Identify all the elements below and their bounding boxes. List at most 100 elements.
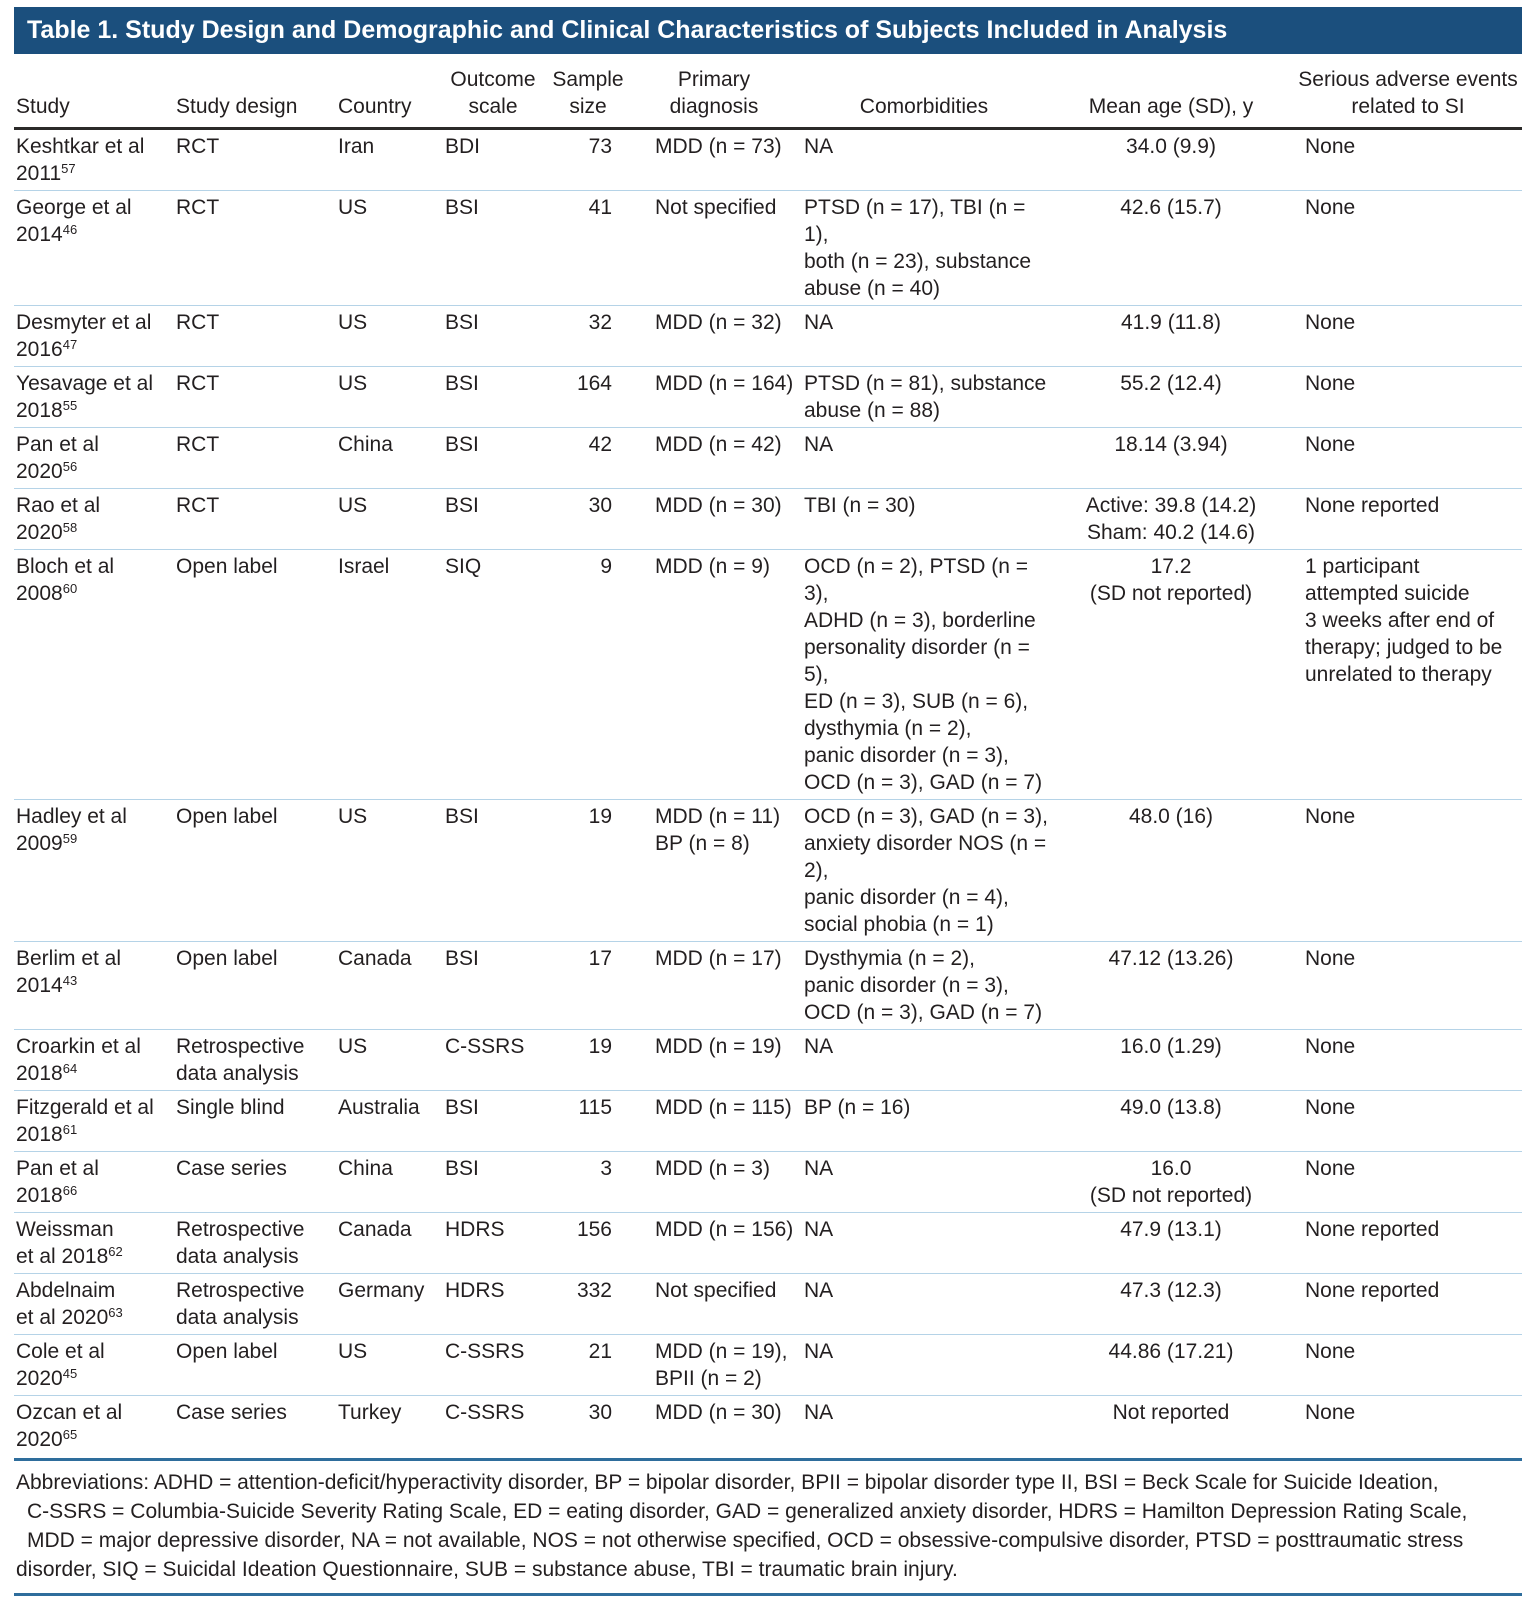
cell-text: BSI (445, 1157, 479, 1180)
cell-text: 21 (588, 1340, 612, 1363)
cell-text: Not reported (1112, 1401, 1230, 1424)
cell-adverse: None reported (1294, 1212, 1522, 1274)
cell-n: 73 (548, 128, 628, 191)
cell-age: 17.2 (SD not reported) (1048, 549, 1294, 800)
cell-text: None (1305, 1340, 1356, 1363)
cell-design: Open label (174, 941, 336, 1030)
cell-text: 32 (588, 311, 612, 334)
cell-text: Desmyter et al 2016 (16, 311, 152, 361)
reference-superscript: 64 (62, 1060, 78, 1076)
cell-text: SIQ (445, 555, 482, 578)
cell-n: 19 (548, 1029, 628, 1091)
cell-study: Hadley et al 200959 (14, 799, 174, 942)
cell-text: MDD (n = 164) (655, 372, 794, 395)
cell-text: MDD (n = 156) (655, 1218, 794, 1241)
cell-text: OCD (n = 2), PTSD (n = 3), ADHD (n = 3),… (804, 555, 1043, 794)
cell-country: Australia (336, 1090, 438, 1152)
cell-text: 9 (600, 555, 612, 578)
cell-text: Croarkin et al 2018 (16, 1035, 141, 1085)
cell-text: Israel (338, 555, 390, 578)
cell-text: MDD (n = 30) (655, 494, 782, 517)
cell-comorb: NA (800, 1212, 1048, 1274)
cell-n: 30 (548, 1396, 628, 1457)
cell-design: RCT (174, 366, 336, 428)
table-header: Study Study design Country Outcome scale… (14, 54, 1522, 130)
cell-n: 32 (548, 305, 628, 367)
cell-comorb: OCD (n = 3), GAD (n = 3), anxiety disord… (800, 799, 1048, 942)
table-row: George et al 201446 RCT US BSI 41 Not specifi… (14, 190, 1522, 306)
cell-design: RCT (174, 488, 336, 550)
cell-age: 41.9 (11.8) (1048, 305, 1294, 367)
cell-text: NA (804, 1157, 834, 1180)
cell-comorb: NA (800, 1334, 1048, 1396)
cell-study: George et al 201446 (14, 190, 174, 306)
cell-text: TBI (n = 30) (804, 494, 916, 517)
cell-comorb: TBI (n = 30) (800, 488, 1048, 550)
cell-scale: SIQ (438, 549, 548, 800)
cell-study: Croarkin et al 201864 (14, 1029, 174, 1091)
cell-text: 17 (588, 947, 612, 970)
reference-superscript: 66 (62, 1182, 78, 1198)
cell-text: C-SSRS (445, 1340, 525, 1363)
cell-n: 21 (548, 1334, 628, 1396)
cell-age: 47.3 (12.3) (1048, 1273, 1294, 1335)
reference-superscript: 57 (61, 160, 76, 176)
cell-scale: C-SSRS (438, 1396, 548, 1457)
column-header-country: Country (336, 54, 438, 130)
cell-text: BP (n = 16) (804, 1096, 911, 1119)
cell-text: 34.0 (9.9) (1126, 135, 1216, 158)
cell-text: BSI (445, 805, 479, 828)
cell-country: Turkey (336, 1396, 438, 1457)
cell-study: Desmyter et al 201647 (14, 305, 174, 367)
cell-comorb: NA (800, 427, 1048, 489)
table-row: Berlim et al 201443 Open label Canada BSI 17… (14, 941, 1522, 1030)
cell-age: 49.0 (13.8) (1048, 1090, 1294, 1152)
cell-text: BDI (445, 135, 481, 158)
column-header-outcome-scale: Outcome scale (438, 54, 548, 130)
cell-scale: BDI (438, 128, 548, 191)
cell-comorb: OCD (n = 2), PTSD (n = 3), ADHD (n = 3),… (800, 549, 1048, 800)
cell-text: 164 (576, 372, 612, 395)
cell-text: 30 (588, 1401, 612, 1424)
cell-text: US (338, 196, 368, 219)
cell-adverse: None (1294, 1334, 1522, 1396)
cell-text: Open label (176, 947, 278, 970)
cell-age: 48.0 (16) (1048, 799, 1294, 942)
cell-country: Canada (336, 1212, 438, 1274)
cell-text: MDD (n = 73) (655, 135, 782, 158)
cell-text: Weissman et al 2018 (16, 1218, 114, 1268)
cell-study: Berlim et al 201443 (14, 941, 174, 1030)
cell-text: 1 participant attempted suicide 3 weeks … (1305, 555, 1503, 686)
cell-design: Open label (174, 1334, 336, 1396)
cell-design: RCT (174, 305, 336, 367)
column-header-adverse-events: Serious adverse events related to SI (1294, 54, 1522, 130)
cell-text: OCD (n = 3), GAD (n = 3), anxiety disord… (804, 805, 1048, 936)
cell-text: MDD (n = 11) BP (n = 8) (655, 805, 781, 855)
table-row: Rao et al 202058 RCT US BSI 30 MDD (n = 30) TB… (14, 488, 1522, 550)
cell-adverse: None (1294, 128, 1522, 191)
reference-superscript: 45 (62, 1365, 78, 1381)
cell-text: RCT (176, 196, 220, 219)
table-body: Keshtkar et al 201157 RCT Iran BDI 73 MDD (n … (14, 128, 1522, 1457)
cell-text: HDRS (445, 1218, 505, 1241)
cell-design: RCT (174, 190, 336, 306)
table-row: Pan et al 201866 Case series China BSI 3 MDD … (14, 1151, 1522, 1213)
abbreviations-line: disorder, SIQ = Suicidal Ideation Questi… (16, 1558, 958, 1581)
cell-text: 30 (588, 494, 612, 517)
cell-design: Retrospective data analysis (174, 1029, 336, 1091)
cell-text: Open label (176, 555, 278, 578)
cell-text: MDD (n = 19) (655, 1035, 782, 1058)
cell-age: 16.0 (SD not reported) (1048, 1151, 1294, 1213)
cell-dx: MDD (n = 9) (628, 549, 800, 800)
cell-age: 18.14 (3.94) (1048, 427, 1294, 489)
cell-age: Active: 39.8 (14.2) Sham: 40.2 (14.6) (1048, 488, 1294, 550)
cell-dx: MDD (n = 164) (628, 366, 800, 428)
cell-adverse: None (1294, 941, 1522, 1030)
cell-n: 19 (548, 799, 628, 942)
table-figure: Table 1. Study Design and Demographic an… (14, 0, 1522, 1596)
cell-scale: BSI (438, 799, 548, 942)
cell-text: NA (804, 1401, 834, 1424)
cell-scale: BSI (438, 305, 548, 367)
cell-text: None reported (1305, 494, 1440, 517)
cell-text: 19 (588, 1035, 612, 1058)
